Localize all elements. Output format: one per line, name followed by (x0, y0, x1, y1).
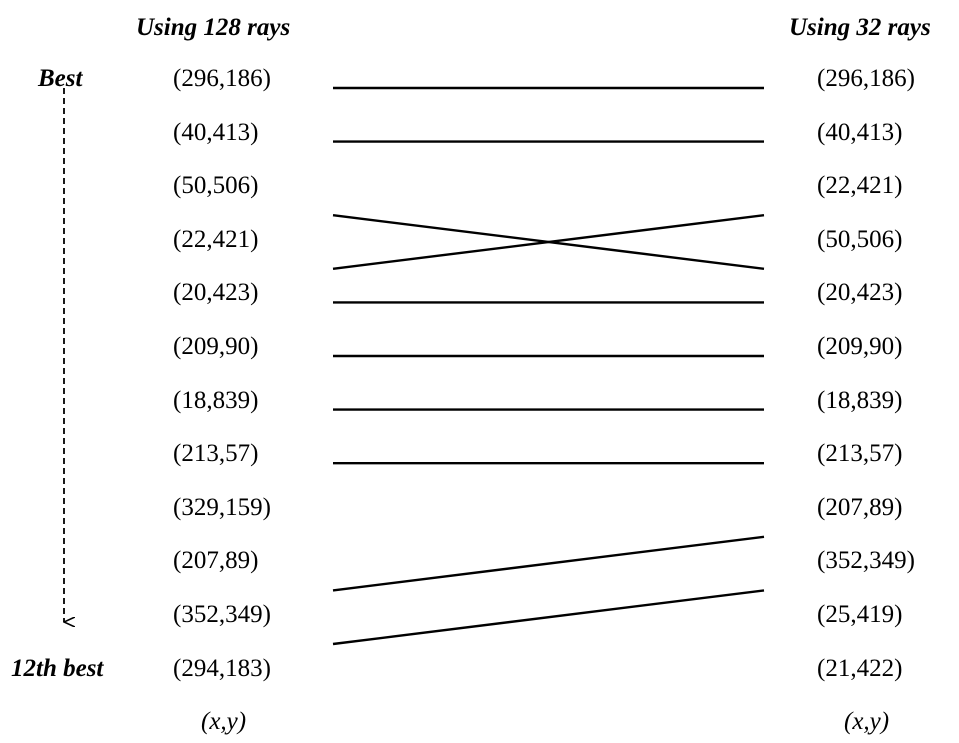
left-column-footer: (x,y) (201, 708, 247, 735)
left-rank-6: (209,90) (173, 333, 259, 360)
left-rank-1: (296,186) (173, 65, 271, 92)
left-rank-5: (20,423) (173, 279, 259, 307)
right-rank-11: (25,419) (817, 601, 903, 628)
right-rank-9: (207,89) (817, 493, 903, 521)
link-11-to-10 (332, 589, 765, 646)
rank-links (332, 86, 765, 646)
right-rank-7: (18,839) (817, 386, 903, 414)
twelfth-best-label: 12th best (11, 655, 104, 682)
left-rank-4: (22,421) (173, 225, 259, 253)
right-rank-8: (213,57) (817, 440, 903, 468)
right-rank-4: (50,506) (817, 225, 903, 253)
right-rank-2: (40,413) (817, 118, 903, 146)
left-rank-9: (329,159) (173, 493, 271, 521)
right-rank-12: (21,422) (817, 654, 903, 682)
right-rank-10: (352,349) (817, 547, 915, 575)
left-rank-3: (50,506) (173, 172, 259, 200)
link-4-to-3 (332, 214, 765, 270)
right-column-header: Using 32 rays (789, 14, 931, 41)
right-rank-5: (20,423) (817, 279, 903, 307)
right-rank-6: (209,90) (817, 333, 903, 360)
left-rank-12: (294,183) (173, 654, 271, 682)
left-rank-2: (40,413) (173, 118, 259, 146)
right-rank-1: (296,186) (817, 65, 915, 92)
left-rank-7: (18,839) (173, 386, 259, 414)
best-label: Best (38, 65, 83, 92)
left-rank-10: (207,89) (173, 547, 259, 575)
left-rank-8: (213,57) (173, 440, 259, 468)
link-10-to-9 (332, 535, 765, 592)
right-rank-3: (22,421) (817, 172, 903, 200)
right-column-footer: (x,y) (844, 708, 890, 735)
left-column-header: Using 128 rays (136, 14, 291, 41)
left-rank-11: (352,349) (173, 601, 271, 628)
